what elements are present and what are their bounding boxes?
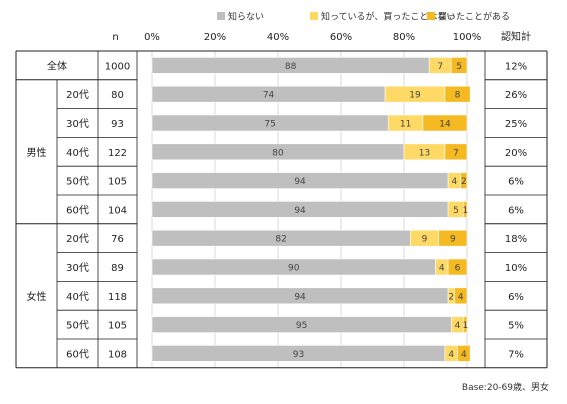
bar-value-8-2: 4 <box>458 292 464 302</box>
bar-value-4-0: 94 <box>294 177 306 187</box>
x-tick-label-1: 20% <box>204 32 226 43</box>
row-label-6: 20代 <box>66 233 89 245</box>
bar-value-1-0: 74 <box>263 91 275 101</box>
bar-value-2-2: 14 <box>439 120 451 130</box>
legend-label-1: 知っているが、買ったことはない <box>321 11 455 23</box>
row-label-5: 60代 <box>66 204 89 216</box>
bar-segment-1-2 <box>444 85 471 103</box>
row-label-1: 20代 <box>66 89 89 101</box>
bar-value-4-1: 4 <box>452 177 458 187</box>
row-n-2: 93 <box>111 119 124 130</box>
bar-value-8-1: 2 <box>448 292 454 302</box>
bar-segment-9-2 <box>463 316 468 333</box>
x-tick-label-2: 40% <box>267 32 289 43</box>
row-total-1: 26% <box>505 90 527 101</box>
row-label-10: 60代 <box>66 348 89 360</box>
legend-swatch-0 <box>217 12 225 20</box>
bar-segment-6-2 <box>438 229 468 247</box>
bar-value-7-2: 6 <box>455 264 461 274</box>
row-total-4: 6% <box>508 177 524 188</box>
bar-value-5-0: 94 <box>294 206 306 216</box>
bar-value-10-1: 4 <box>448 350 454 360</box>
bar-value-3-2: 7 <box>453 148 459 158</box>
row-n-10: 108 <box>108 349 127 360</box>
bar-segment-2-2 <box>422 114 468 132</box>
row-total-10: 7% <box>508 349 524 360</box>
row-label-8: 40代 <box>66 291 89 303</box>
row-n-4: 105 <box>108 177 127 188</box>
row-n-9: 105 <box>108 321 127 332</box>
row-label-7: 30代 <box>66 262 89 274</box>
bar-value-2-0: 75 <box>264 120 275 130</box>
row-n-6: 76 <box>111 234 124 245</box>
bar-value-3-0: 80 <box>272 148 284 158</box>
bar-value-7-1: 4 <box>439 264 445 274</box>
col-total-header: 認知計 <box>501 30 531 43</box>
row-label-4: 50代 <box>66 176 89 188</box>
row-label-2: 30代 <box>66 118 89 130</box>
row-total-6: 18% <box>505 234 527 245</box>
legend-swatch-1 <box>310 12 318 20</box>
row-total-9: 5% <box>508 321 524 332</box>
bar-value-10-2: 4 <box>461 350 467 360</box>
bar-segment-5-2 <box>463 201 468 218</box>
row-n-3: 122 <box>108 148 127 159</box>
bar-value-7-0: 90 <box>288 264 300 274</box>
footnote: Base:20-69歳、男女 <box>462 381 549 393</box>
row-total-7: 10% <box>505 263 527 274</box>
row-n-5: 104 <box>108 205 127 216</box>
group-label-2: 女性 <box>27 290 47 303</box>
bar-value-9-1: 4 <box>455 321 461 331</box>
bar-value-3-1: 13 <box>419 148 430 158</box>
bar-segment-0-2 <box>450 57 468 74</box>
bar-value-0-2: 5 <box>456 62 462 72</box>
legend-label-0: 知らない <box>228 11 264 23</box>
row-label-0: 全体 <box>47 59 67 72</box>
legend-label-2: 買ったことがある <box>438 11 510 23</box>
row-total-5: 6% <box>508 205 524 216</box>
bar-value-5-1: 5 <box>453 206 459 216</box>
row-total-3: 20% <box>505 148 527 159</box>
bar-segment-7-2 <box>447 258 468 276</box>
x-tick-label-3: 60% <box>330 32 352 43</box>
bar-value-1-1: 19 <box>409 91 421 101</box>
bar-value-6-0: 82 <box>275 235 286 245</box>
bar-segment-10-2 <box>457 345 471 362</box>
bar-value-9-0: 95 <box>296 321 307 331</box>
row-total-8: 6% <box>508 292 524 303</box>
bar-segment-8-2 <box>454 287 468 305</box>
row-total-2: 25% <box>505 119 527 130</box>
row-n-8: 118 <box>108 292 127 303</box>
bar-value-8-0: 94 <box>294 292 306 302</box>
x-tick-label-4: 80% <box>393 32 415 43</box>
bar-value-4-2: 2 <box>461 177 467 187</box>
bar-value-1-2: 8 <box>455 91 461 101</box>
row-n-0: 1000 <box>105 61 130 72</box>
bar-value-6-1: 9 <box>422 235 428 245</box>
bar-value-2-1: 11 <box>400 120 411 130</box>
row-total-0: 12% <box>505 61 527 72</box>
bar-segment-3-2 <box>444 143 468 161</box>
bar-value-5-2: 1 <box>463 206 469 216</box>
x-tick-label-0: 0% <box>144 32 160 43</box>
bar-value-10-0: 93 <box>293 350 304 360</box>
row-label-3: 40代 <box>66 147 89 159</box>
col-n-header: n <box>112 32 118 43</box>
bar-value-9-2: 1 <box>463 321 469 331</box>
x-tick-label-5: 100% <box>453 32 482 43</box>
bar-value-0-1: 7 <box>437 62 443 72</box>
bar-value-0-0: 88 <box>285 62 297 72</box>
bar-segment-4-2 <box>460 172 468 189</box>
legend-swatch-2 <box>427 12 435 20</box>
row-n-7: 89 <box>111 263 124 274</box>
row-label-9: 50代 <box>66 320 89 332</box>
bar-value-6-2: 9 <box>450 235 456 245</box>
group-label-1: 男性 <box>27 146 47 159</box>
row-n-1: 80 <box>111 90 124 101</box>
